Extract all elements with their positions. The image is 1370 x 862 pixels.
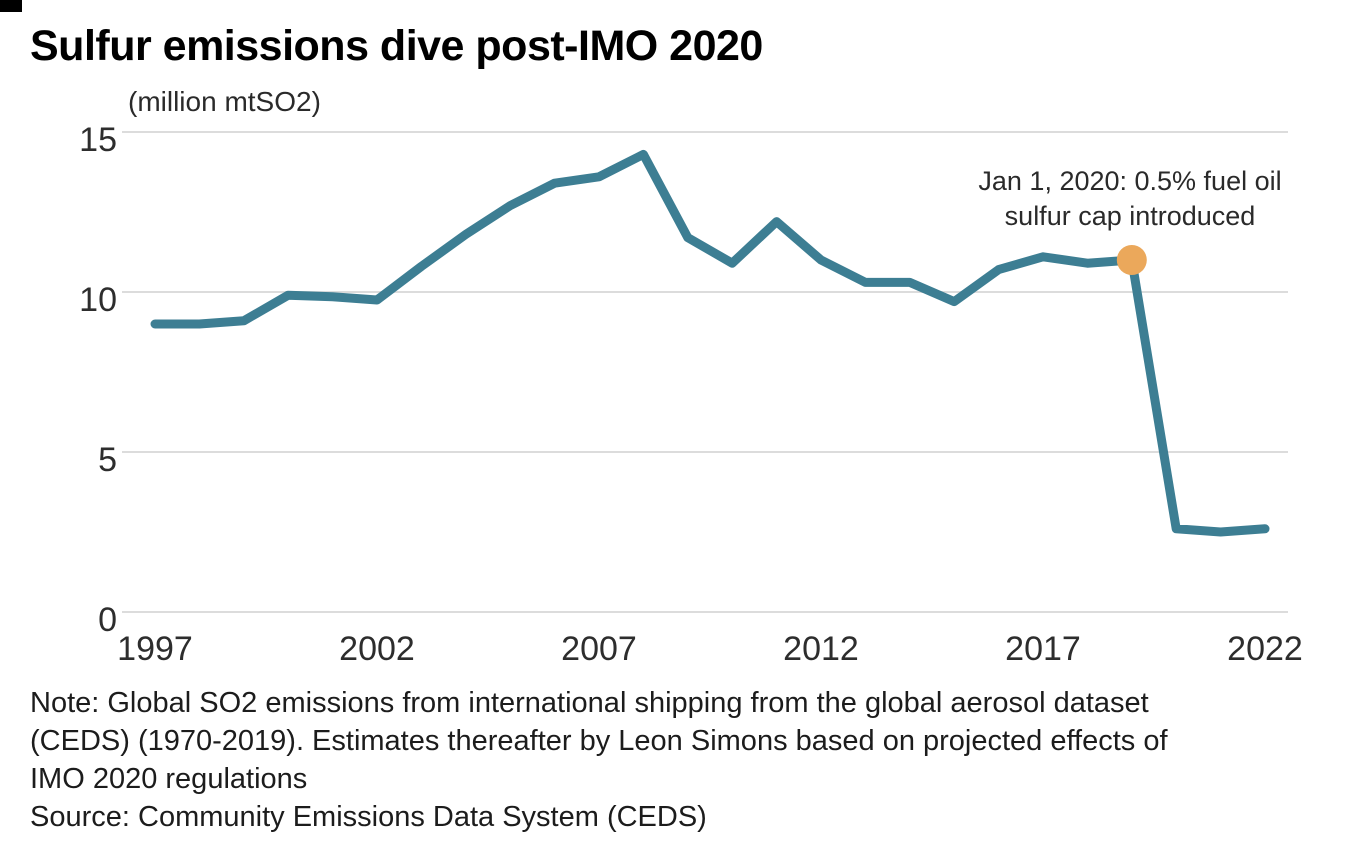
annotation-line-2: sulfur cap introduced	[1004, 201, 1256, 231]
x-tick-label-2022: 2022	[1227, 630, 1303, 668]
x-tick-label-2017: 2017	[1005, 630, 1081, 668]
note-line-1: Note: Global SO2 emissions from internat…	[30, 687, 1149, 719]
imo-2020-marker-dot	[1116, 245, 1147, 275]
x-tick-label-2012: 2012	[783, 630, 859, 668]
source-line: Source: Community Emissions Data System …	[30, 801, 707, 833]
note-line-2: (CEDS) (1970-2019). Estimates thereafter…	[30, 725, 1168, 757]
footer: Note: Global SO2 emissions from internat…	[30, 684, 1340, 836]
corner-mark	[0, 0, 22, 12]
x-tick-label-2002: 2002	[339, 630, 415, 668]
y-tick-label-0: 0	[98, 601, 117, 639]
y-tick-label-10: 10	[79, 281, 117, 319]
note-line-3: IMO 2020 regulations	[30, 763, 308, 795]
x-tick-label-1997: 1997	[117, 630, 193, 668]
emissions-line	[150, 149, 1270, 537]
x-tick-label-2007: 2007	[561, 630, 637, 668]
y-tick-label-15: 15	[79, 121, 117, 159]
y-axis-unit-label: (million mtSO2)	[128, 86, 321, 117]
y-tick-label-5: 5	[98, 441, 117, 479]
chart-title: Sulfur emissions dive post-IMO 2020	[30, 22, 763, 70]
annotation-line-1: Jan 1, 2020: 0.5% fuel oil	[978, 166, 1282, 196]
imo-2020-annotation: Jan 1, 2020: 0.5% fuel oil sulfur cap in…	[880, 164, 1370, 234]
